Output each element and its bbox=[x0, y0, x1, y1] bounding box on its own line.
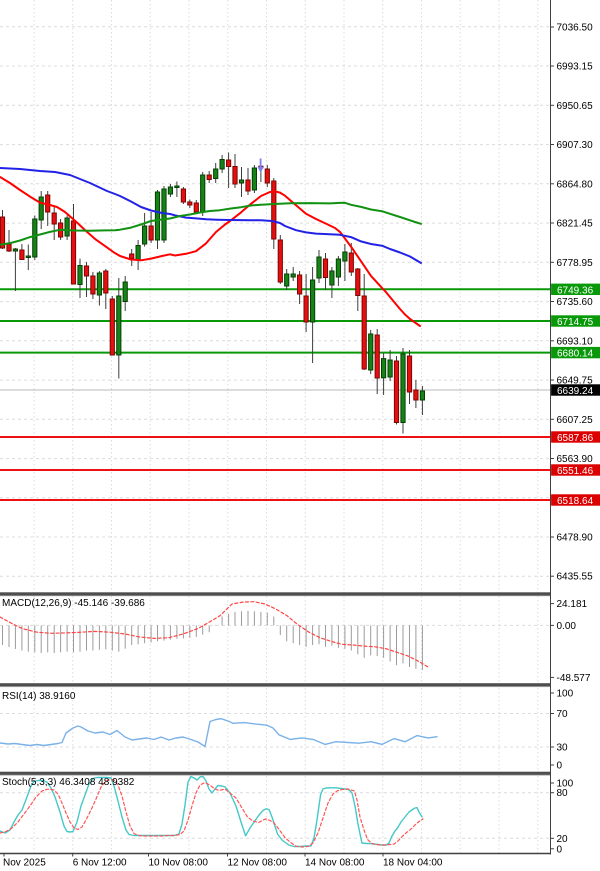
svg-text:6551.46: 6551.46 bbox=[557, 466, 594, 477]
svg-text:14 Nov 08:00: 14 Nov 08:00 bbox=[305, 858, 365, 869]
svg-text:6478.90: 6478.90 bbox=[557, 533, 594, 544]
svg-text:100: 100 bbox=[557, 779, 574, 790]
svg-text:6587.86: 6587.86 bbox=[557, 433, 594, 444]
svg-text:7036.50: 7036.50 bbox=[557, 23, 594, 34]
svg-text:0: 0 bbox=[557, 761, 563, 772]
svg-text:10 Nov 08:00: 10 Nov 08:00 bbox=[149, 858, 209, 869]
svg-text:6 Nov 12:00: 6 Nov 12:00 bbox=[73, 858, 127, 869]
svg-text:6907.30: 6907.30 bbox=[557, 140, 594, 151]
svg-text:Nov 2025: Nov 2025 bbox=[3, 858, 46, 869]
svg-text:18 Nov 04:00: 18 Nov 04:00 bbox=[383, 858, 443, 869]
svg-text:6864.80: 6864.80 bbox=[557, 179, 594, 190]
svg-text:0: 0 bbox=[557, 844, 563, 855]
svg-text:6714.75: 6714.75 bbox=[557, 317, 594, 328]
svg-text:6993.15: 6993.15 bbox=[557, 62, 594, 73]
svg-text:6563.90: 6563.90 bbox=[557, 454, 594, 465]
svg-text:6749.36: 6749.36 bbox=[557, 285, 594, 296]
svg-text:6649.75: 6649.75 bbox=[557, 376, 594, 387]
svg-text:-48.577: -48.577 bbox=[557, 673, 591, 684]
svg-text:70: 70 bbox=[557, 709, 569, 720]
svg-text:0.00: 0.00 bbox=[557, 621, 577, 632]
svg-text:6693.10: 6693.10 bbox=[557, 336, 594, 347]
svg-text:RSI(14) 38.9160: RSI(14) 38.9160 bbox=[2, 691, 76, 702]
svg-text:12 Nov 08:00: 12 Nov 08:00 bbox=[228, 858, 288, 869]
svg-text:6518.64: 6518.64 bbox=[557, 496, 594, 507]
svg-text:6821.45: 6821.45 bbox=[557, 219, 594, 230]
svg-text:6778.95: 6778.95 bbox=[557, 258, 594, 269]
svg-text:MACD(12,26,9) -45.146 -39.686: MACD(12,26,9) -45.146 -39.686 bbox=[2, 598, 145, 609]
svg-text:6735.60: 6735.60 bbox=[557, 297, 594, 308]
svg-text:100: 100 bbox=[557, 689, 574, 700]
svg-text:6435.55: 6435.55 bbox=[557, 572, 594, 583]
svg-text:Stoch(5,3,3) 46.3408 48.9382: Stoch(5,3,3) 46.3408 48.9382 bbox=[2, 777, 135, 788]
svg-text:24.181: 24.181 bbox=[557, 599, 588, 610]
svg-text:30: 30 bbox=[557, 743, 569, 754]
svg-text:6950.65: 6950.65 bbox=[557, 101, 594, 112]
svg-text:80: 80 bbox=[557, 788, 569, 799]
svg-text:6607.25: 6607.25 bbox=[557, 415, 594, 426]
svg-text:6639.24: 6639.24 bbox=[557, 386, 594, 397]
svg-text:6680.14: 6680.14 bbox=[557, 349, 594, 360]
svg-text:20: 20 bbox=[557, 834, 569, 845]
